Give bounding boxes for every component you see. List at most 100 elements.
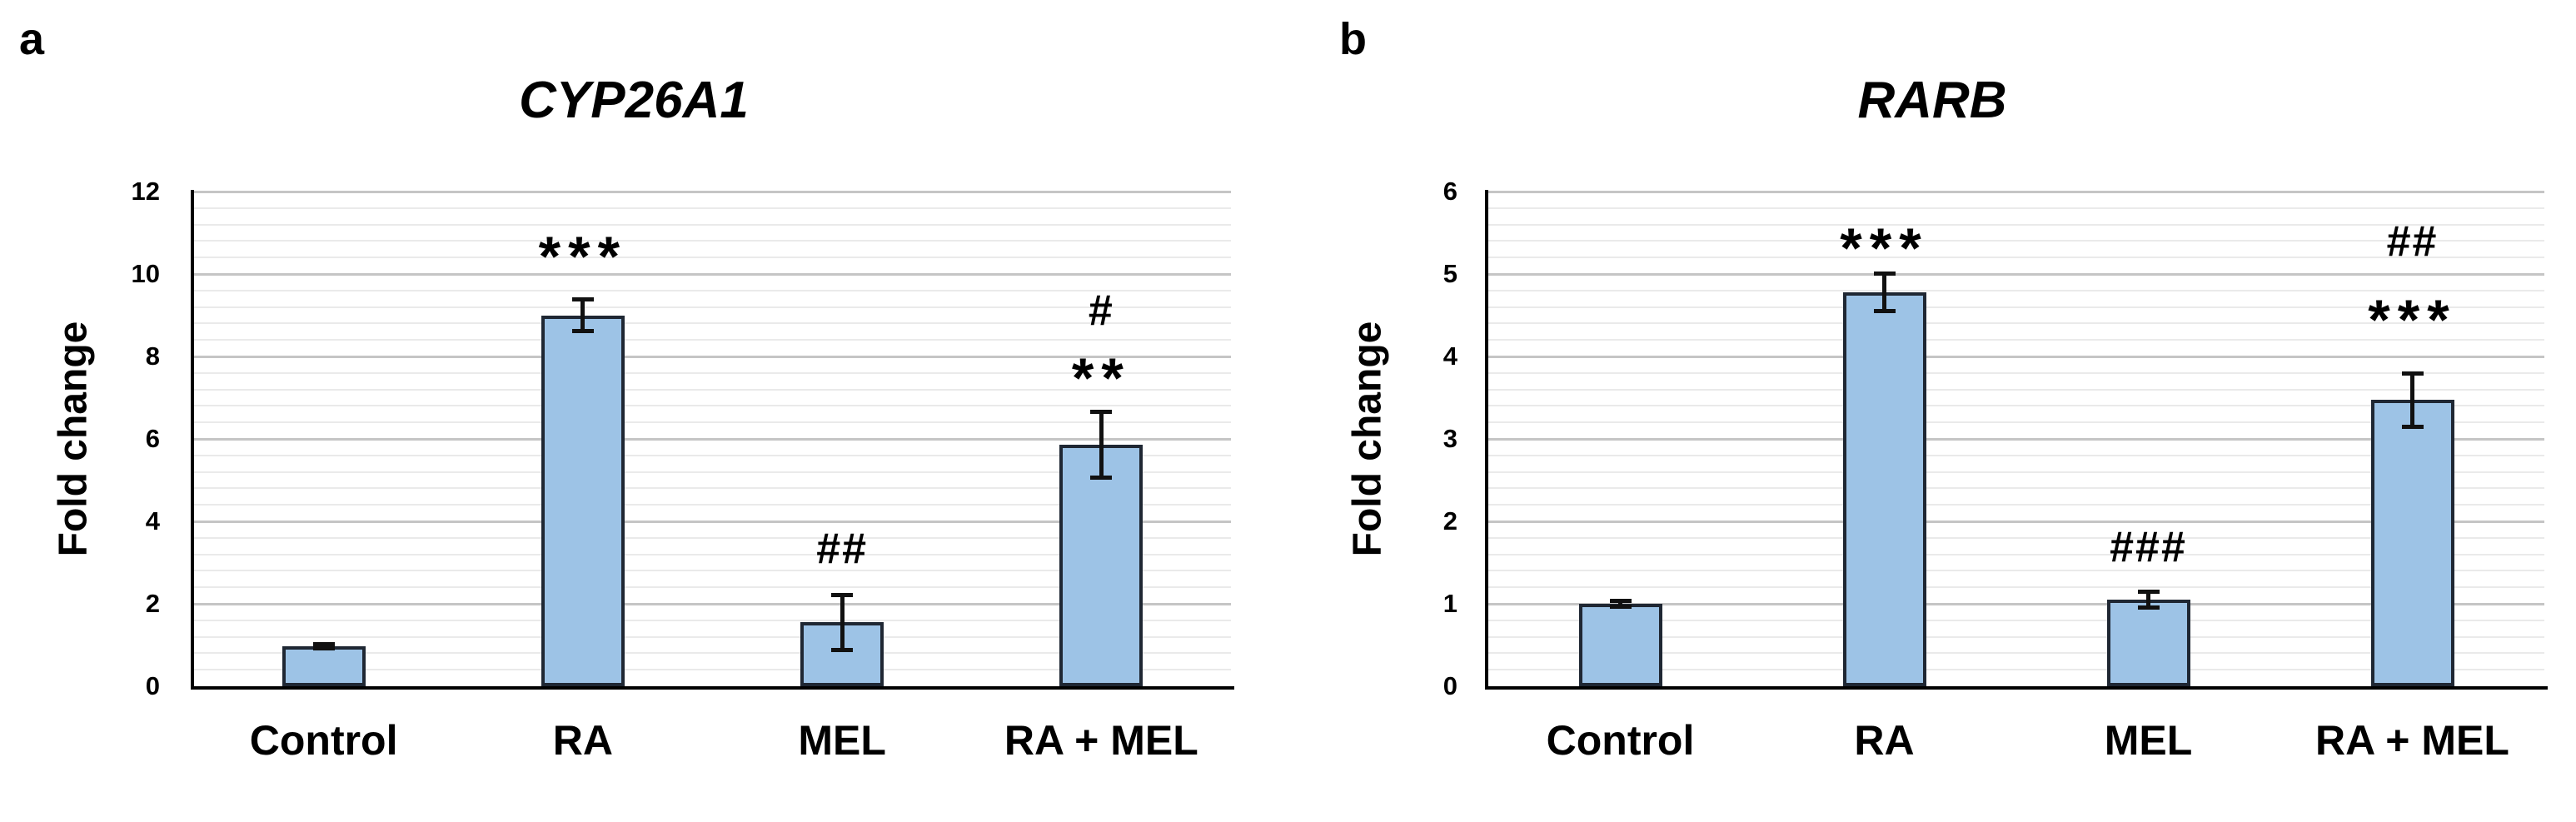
gridline-minor	[1488, 454, 2544, 456]
y-tick-label: 4	[1442, 341, 1457, 371]
gridline-minor	[194, 322, 1231, 325]
y-tick-label: 6	[1442, 177, 1457, 206]
gridline-minor	[194, 421, 1231, 424]
error-bar-cap-bottom	[831, 647, 854, 652]
gridline-minor	[1488, 339, 2544, 341]
gridline-minor	[194, 306, 1231, 308]
gridline-minor	[1488, 405, 2544, 407]
gridline-minor	[1488, 257, 2544, 259]
x-category-label: MEL	[2104, 717, 2193, 764]
gridline-major	[194, 272, 1231, 276]
y-tick-label: 1	[1442, 589, 1457, 618]
error-bar-line	[1882, 273, 1886, 311]
gridline-minor	[194, 652, 1231, 655]
bar	[2370, 400, 2454, 686]
error-bar-line	[2410, 372, 2414, 428]
gridline-minor	[1488, 586, 2544, 589]
gridline-minor	[194, 339, 1231, 341]
gridline-minor	[1488, 223, 2544, 226]
error-bar-cap-bottom	[2401, 425, 2424, 430]
gridline-minor	[194, 371, 1231, 374]
error-bar-line	[2146, 591, 2150, 608]
y-tick-label: 5	[1442, 259, 1457, 288]
y-axis-line	[1485, 190, 1488, 690]
y-tick-label: 2	[1442, 506, 1457, 536]
x-category-label: RA + MEL	[2315, 717, 2509, 764]
error-bar-cap-top	[2137, 590, 2160, 595]
bar	[1842, 291, 1926, 686]
gridline-minor	[1488, 669, 2544, 671]
gridline-major	[194, 520, 1231, 523]
x-category-label: RA + MEL	[1004, 717, 1198, 764]
bar	[541, 315, 625, 686]
gridline-minor	[194, 405, 1231, 407]
gridline-major	[194, 355, 1231, 358]
gridline-major	[1488, 520, 2544, 523]
gridline-minor	[1488, 306, 2544, 308]
significance-annotation: ##	[816, 525, 869, 574]
significance-annotation: ***	[538, 224, 628, 288]
error-bar-cap-top	[1609, 599, 1632, 604]
error-bar-cap-top	[571, 296, 594, 301]
bar	[2106, 600, 2190, 686]
gridline-minor	[1488, 635, 2544, 638]
error-bar-line	[321, 643, 326, 650]
gridline-minor	[1488, 289, 2544, 291]
x-category-label: RA	[552, 717, 613, 764]
gridline-minor	[1488, 487, 2544, 490]
y-tick-label: 6	[145, 424, 160, 453]
gridline-minor	[194, 257, 1231, 259]
error-bar-cap-bottom	[1873, 308, 1896, 313]
y-tick-label: 0	[145, 671, 160, 700]
significance-annotation: **	[1071, 346, 1131, 410]
x-axis-line	[191, 686, 1234, 690]
error-bar-cap-bottom	[312, 646, 335, 651]
chart-title-rarb: RARB	[1857, 72, 2007, 129]
error-bar-line	[1099, 411, 1104, 478]
gridline-minor	[194, 454, 1231, 456]
bar	[1578, 604, 1662, 686]
error-bar-line	[840, 594, 845, 650]
significance-annotation: ***	[1840, 217, 1929, 281]
y-tick-label: 12	[131, 177, 160, 206]
gridline-minor	[1488, 388, 2544, 391]
gridline-minor	[194, 471, 1231, 473]
y-tick-label: 4	[145, 506, 160, 536]
significance-annotation: ***	[2368, 287, 2457, 351]
gridline-minor	[194, 504, 1231, 506]
error-bar-cap-top	[312, 641, 335, 646]
panel-label-a: a	[19, 14, 45, 64]
y-tick-label: 10	[131, 259, 160, 288]
gridline-major	[1488, 355, 2544, 358]
gridline-minor	[1488, 536, 2544, 539]
gridline-minor	[1488, 652, 2544, 655]
error-bar-cap-top	[2401, 371, 2424, 376]
gridline-major	[1488, 272, 2544, 276]
error-bar-cap-top	[1090, 410, 1113, 415]
gridline-minor	[194, 223, 1231, 226]
y-tick-label: 2	[145, 589, 160, 618]
gridline-minor	[194, 388, 1231, 391]
error-bar-line	[580, 298, 585, 332]
bar	[800, 622, 884, 686]
error-bar-cap-bottom	[2137, 605, 2160, 610]
error-bar-cap-top	[1873, 272, 1896, 276]
significance-annotation: ##	[2386, 217, 2439, 267]
x-category-label: MEL	[798, 717, 886, 764]
significance-annotation: ###	[2110, 522, 2187, 571]
error-bar-cap-top	[831, 592, 854, 597]
x-category-label: Control	[1546, 717, 1695, 764]
chart-title-cyp26a1: CYP26A1	[519, 72, 749, 129]
x-category-label: Control	[249, 717, 398, 764]
gridline-minor	[194, 635, 1231, 638]
gridline-minor	[1488, 371, 2544, 374]
gridline-minor	[194, 536, 1231, 539]
gridline-major	[194, 437, 1231, 441]
gridline-major	[1488, 602, 2544, 605]
gridline-major	[1488, 437, 2544, 441]
gridline-minor	[194, 586, 1231, 589]
gridline-minor	[1488, 421, 2544, 424]
panel-label-b: b	[1339, 14, 1367, 64]
y-tick-label: 8	[145, 341, 160, 371]
